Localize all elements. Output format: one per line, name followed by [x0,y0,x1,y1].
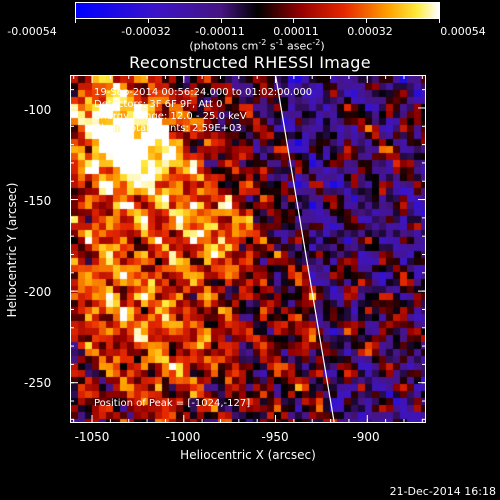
plot-axes [70,74,426,424]
overlay-time-range: 19-Sep-2014 00:56:24.000 to 01:02:00.000 [94,87,313,98]
colorbar-tick-label: -0.00054 [7,25,57,38]
colorbar-tick [148,19,149,23]
colorbar-tick-label: 0.00032 [347,25,393,38]
overlay-counts: Clean Total counts: 2.59E+03 [94,123,242,134]
x-tick-label: -950 [261,430,289,444]
colorbar-tick [439,19,440,23]
plot-frame [70,75,426,423]
heatmap-image [71,76,425,422]
y-tick-label: -100 [24,103,52,117]
plot-title: Reconstructed RHESSI Image [129,53,371,72]
timestamp: 21-Dec-2014 16:18 [389,485,496,498]
colorbar [75,2,440,19]
y-tick-label: -250 [24,376,52,390]
colorbar-tick [293,19,294,23]
colorbar-tick-label: -0.00011 [195,25,245,38]
colorbar-tick [221,19,222,23]
x-tick-label: -1000 [165,430,201,444]
colorbar-tick [366,19,367,23]
limb-line [274,74,335,424]
colorbar-tick-label: 0.00011 [273,25,319,38]
colorbar-tick-label: 0.00054 [440,25,486,38]
colorbar-units: (photons cm-2 s-1 asec-2) [189,38,325,53]
x-tick-label: -1050 [74,430,110,444]
overlay-peak-position: Position of Peak = [-1024,-127] [94,398,251,409]
x-tick-label: -900 [352,430,380,444]
colorbar-tick [75,19,76,23]
y-tick-label: -150 [24,194,52,208]
overlay-detectors: Detectors: 3F 6F 9F, Att 0 [94,99,223,110]
y-axis-label: Heliocentric Y (arcsec) [5,182,19,318]
overlay-energy-range: Energy Range: 12.0 - 25.0 keV [94,111,247,122]
x-axis-label: Heliocentric X (arcsec) [180,448,316,462]
colorbar-tick-label: -0.00032 [121,25,171,38]
y-tick-label: -200 [24,285,52,299]
